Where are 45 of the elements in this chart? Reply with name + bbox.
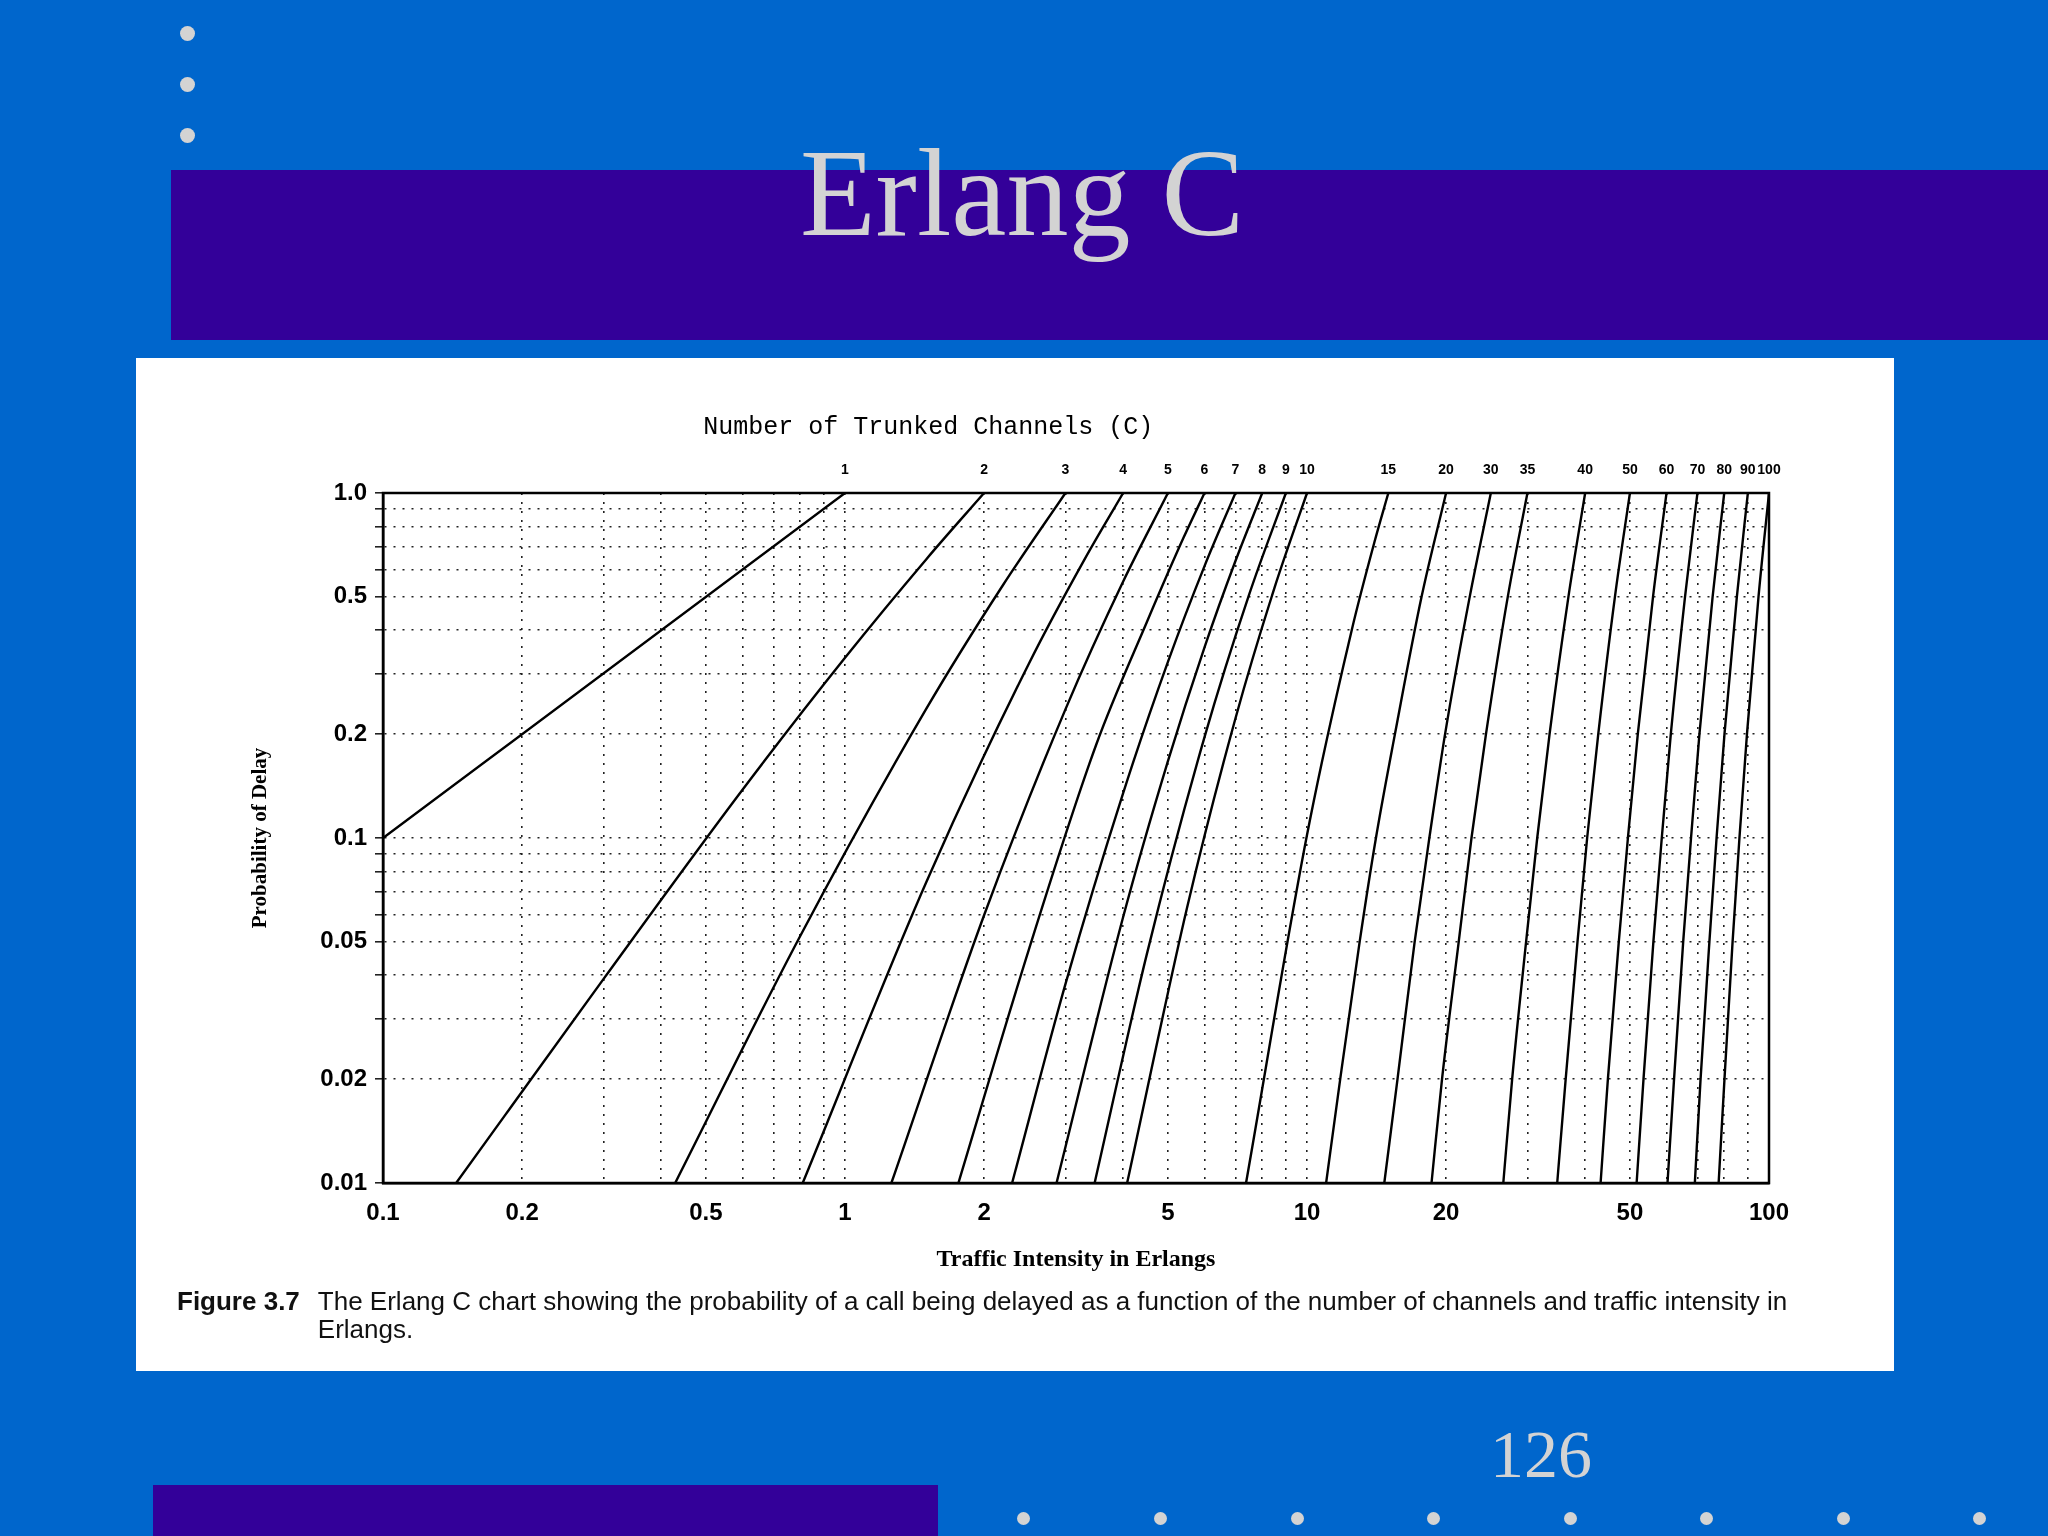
y-tick-label: 0.02 (320, 1063, 367, 1091)
y-tick-label: 0.2 (333, 718, 367, 746)
series-label: 1 (841, 460, 850, 477)
x-tick-label: 1 (838, 1198, 852, 1226)
series-label: 7 (1231, 460, 1240, 477)
y-tick-label: 0.5 (333, 581, 367, 609)
series-label: 2 (980, 460, 989, 477)
series-label: 60 (1658, 460, 1675, 477)
x-tick-label: 0.1 (366, 1198, 400, 1226)
series-label: 30 (1483, 460, 1499, 477)
x-tick-label: 0.2 (505, 1198, 539, 1226)
series-label: 3 (1061, 460, 1070, 477)
x-tick-label: 50 (1616, 1198, 1644, 1226)
series-label: 10 (1299, 460, 1315, 477)
y-tick-label: 0.1 (333, 822, 367, 850)
x-tick-label: 5 (1161, 1198, 1175, 1226)
y-tick-label: 1.0 (333, 477, 367, 505)
series-label: 15 (1380, 460, 1397, 477)
caption: Figure 3.7 (177, 1286, 300, 1316)
y-tick-label: 0.05 (320, 926, 367, 954)
text: The Erlang C chart showing the probability of a call being delayed as a function of the number of channels and traffic intensity in Erlangs. (317, 1286, 1789, 1344)
text: 126 (1490, 1416, 1592, 1492)
x-tick-label: 20 (1432, 1198, 1460, 1226)
series-label: 100 (1757, 460, 1781, 477)
series-label: 20 (1438, 460, 1455, 477)
series-label: 80 (1716, 460, 1733, 477)
y-axis-title: Probability of Delay (247, 747, 272, 929)
x-axis-title: Traffic Intensity in Erlangs (936, 1244, 1216, 1271)
series-label: 8 (1258, 460, 1267, 477)
x-tick-label: 10 (1293, 1198, 1321, 1226)
legend-title: Number of Trunked Channels (C) (703, 412, 1154, 442)
x-tick-label: 2 (977, 1198, 991, 1226)
series-label: 6 (1200, 460, 1209, 477)
series-label: 9 (1281, 460, 1290, 477)
series-label: 5 (1164, 460, 1173, 477)
x-tick-label: 0.5 (689, 1198, 723, 1226)
series-label: 35 (1519, 460, 1536, 477)
chart-title: Erlang C (799, 125, 1245, 262)
series-label: 40 (1577, 460, 1594, 477)
y-tick-label: 0.01 (320, 1167, 367, 1195)
series-label: 4 (1119, 460, 1128, 477)
x-tick-label: 100 (1748, 1198, 1790, 1226)
series-label: 50 (1622, 460, 1638, 477)
series-label: 70 (1689, 460, 1706, 477)
series-label: 90 (1740, 460, 1756, 477)
